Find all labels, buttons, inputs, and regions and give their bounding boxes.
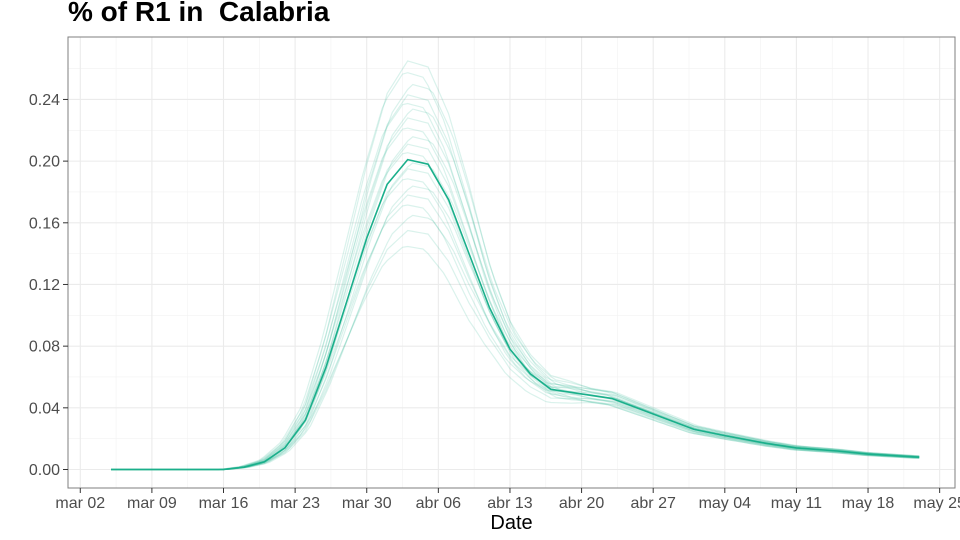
- y-tick-label: 0.08: [29, 339, 60, 356]
- y-tick-label: 0.16: [29, 215, 60, 232]
- y-tick-label: 0.00: [29, 462, 60, 479]
- x-tick-label: mar 30: [342, 495, 392, 512]
- x-tick-label: mar 09: [127, 495, 177, 512]
- grid-lines: [68, 37, 955, 488]
- x-tick-label: abr 06: [416, 495, 461, 512]
- panel-border: [67, 36, 956, 489]
- x-axis: mar 02 mar 09 mar 16 mar 23 mar 30 abr 06 abr …: [55, 488, 960, 512]
- x-tick-label: mar 16: [199, 495, 249, 512]
- y-axis: 0.00 0.04 0.08 0.12 0.16 0.20 0.24: [29, 92, 68, 479]
- y-tick-label: 0.24: [29, 92, 60, 109]
- x-tick-label: mar 02: [55, 495, 105, 512]
- panel-background: [68, 37, 955, 488]
- chart-title: % of R1 in Calabria: [68, 0, 330, 27]
- x-tick-label: may 25: [913, 495, 960, 512]
- x-tick-label: abr 20: [559, 495, 604, 512]
- x-tick-label: may 11: [771, 495, 822, 512]
- central-series: [111, 158, 920, 471]
- x-tick-label: may 18: [842, 495, 895, 512]
- y-tick-label: 0.04: [29, 400, 60, 417]
- x-tick-label: abr 13: [487, 495, 532, 512]
- x-tick-label: mar 23: [270, 495, 320, 512]
- x-tick-label: may 04: [699, 495, 752, 512]
- y-tick-label: 0.12: [29, 277, 60, 294]
- x-axis-title: Date: [490, 512, 532, 534]
- x-tick-label: abr 27: [631, 495, 676, 512]
- ensemble-line: [111, 102, 920, 471]
- y-tick-label: 0.20: [29, 154, 60, 171]
- ensemble-line: [111, 60, 920, 471]
- central-line: [111, 158, 920, 471]
